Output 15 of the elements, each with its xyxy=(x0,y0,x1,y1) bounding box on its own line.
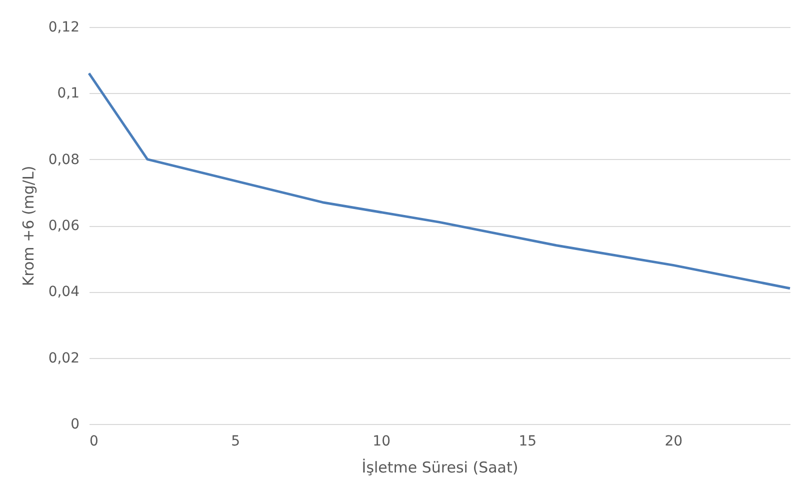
y-tick-label: 0,08 xyxy=(48,152,80,168)
x-tick-label: 20 xyxy=(664,434,683,450)
y-tick-label: 0,02 xyxy=(48,350,80,366)
x-tick-label: 10 xyxy=(372,434,390,450)
y-tick-label: 0,12 xyxy=(48,20,80,36)
line-series xyxy=(88,72,792,290)
x-tick-label: 0 xyxy=(90,434,98,450)
y-tick-label: 0,06 xyxy=(48,218,80,234)
y-axis-title: Krom +6 (mg/L) xyxy=(19,166,38,286)
y-tick-label: 0 xyxy=(70,416,80,432)
y-tick-label: 0,1 xyxy=(57,86,80,102)
y-tick-label: 0,04 xyxy=(48,284,80,300)
x-axis-title: İşletme Süresi (Saat) xyxy=(362,458,518,476)
x-tick-label: 5 xyxy=(231,434,240,450)
x-tick-label: 15 xyxy=(518,434,537,450)
